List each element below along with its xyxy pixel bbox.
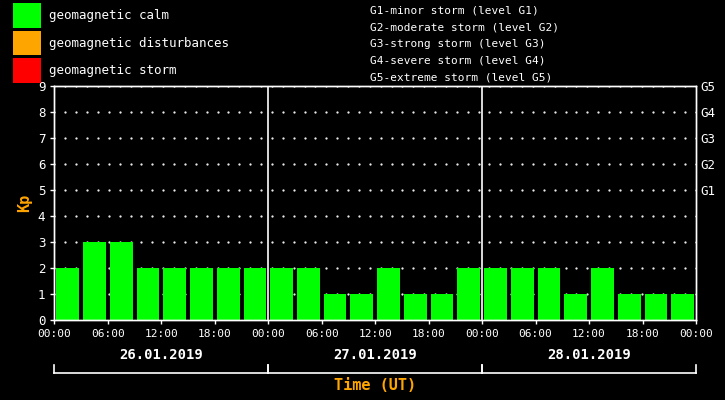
Bar (671, 294, 694, 320)
Text: G2-moderate storm (level G2): G2-moderate storm (level G2) (370, 22, 559, 32)
Bar (13, 31, 41, 55)
Bar (136, 268, 160, 320)
Bar (110, 242, 133, 320)
Bar (163, 268, 186, 320)
Bar (404, 294, 426, 320)
Text: Time (UT): Time (UT) (334, 378, 416, 394)
Bar (431, 294, 453, 320)
Text: geomagnetic calm: geomagnetic calm (49, 9, 170, 22)
Bar (13, 4, 41, 28)
Bar (645, 294, 667, 320)
Text: geomagnetic storm: geomagnetic storm (49, 64, 177, 77)
Bar (511, 268, 534, 320)
Bar (538, 268, 560, 320)
Text: 26.01.2019: 26.01.2019 (120, 348, 203, 362)
Bar (324, 294, 347, 320)
Bar (217, 268, 239, 320)
Text: G4-severe storm (level G4): G4-severe storm (level G4) (370, 56, 545, 66)
Bar (591, 268, 614, 320)
Text: 28.01.2019: 28.01.2019 (547, 348, 631, 362)
Bar (83, 242, 106, 320)
Bar (13, 58, 41, 82)
Bar (350, 294, 373, 320)
Bar (484, 268, 507, 320)
Bar (564, 294, 587, 320)
Bar (57, 268, 79, 320)
Text: G3-strong storm (level G3): G3-strong storm (level G3) (370, 39, 545, 49)
Text: 27.01.2019: 27.01.2019 (334, 348, 417, 362)
Bar (244, 268, 266, 320)
Bar (297, 268, 320, 320)
Text: G1-minor storm (level G1): G1-minor storm (level G1) (370, 5, 539, 15)
Bar (190, 268, 212, 320)
Bar (457, 268, 480, 320)
Bar (377, 268, 400, 320)
Y-axis label: Kp: Kp (17, 194, 33, 212)
Text: geomagnetic disturbances: geomagnetic disturbances (49, 36, 229, 50)
Text: G5-extreme storm (level G5): G5-extreme storm (level G5) (370, 72, 552, 82)
Bar (270, 268, 293, 320)
Bar (618, 294, 640, 320)
